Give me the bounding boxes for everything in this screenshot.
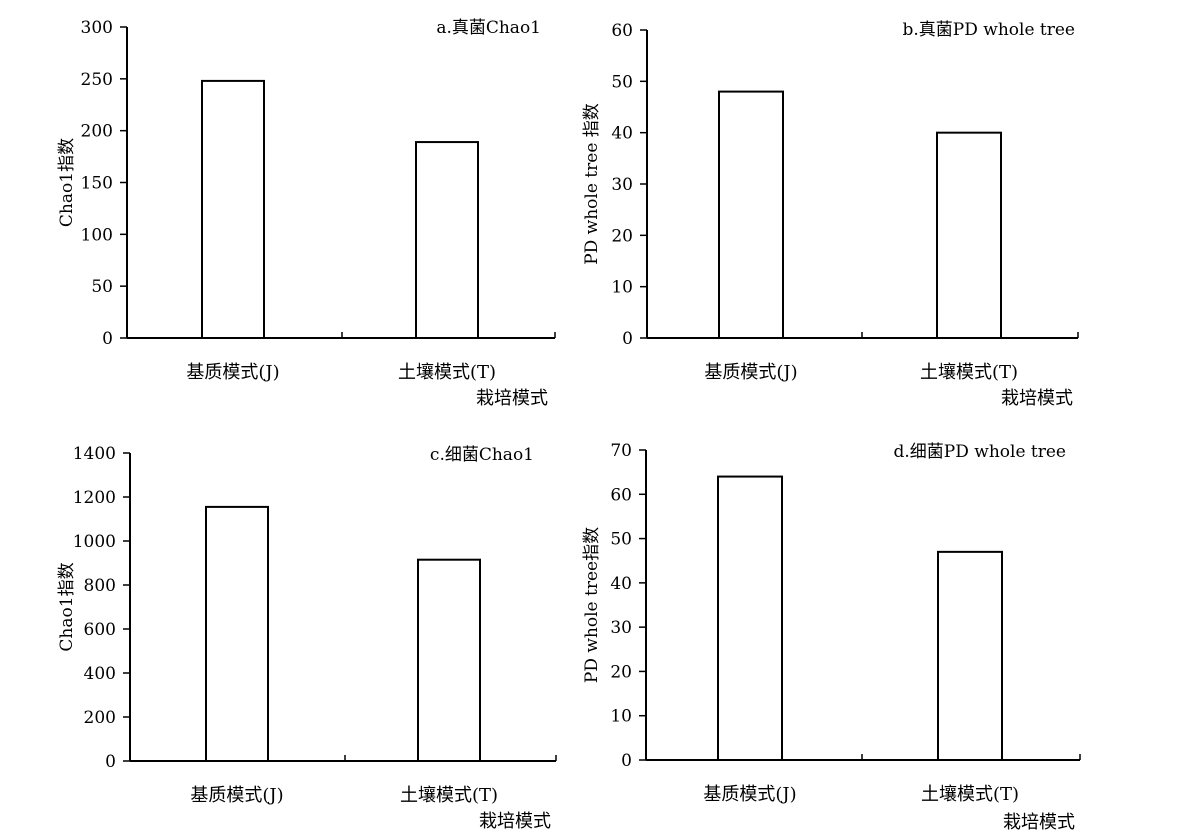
- x-axis-label: 栽培模式: [479, 811, 551, 832]
- y-axis-label: PD whole tree 指数: [582, 103, 602, 265]
- bar-0: [201, 79, 265, 339]
- bar-1: [936, 131, 1002, 339]
- y-tick-label: 1000: [73, 532, 116, 552]
- y-tick-label: 20: [610, 662, 632, 682]
- chart-title: d.细菌PD whole tree: [894, 442, 1066, 462]
- bar-0: [205, 505, 269, 762]
- y-tick-label: 60: [611, 21, 633, 41]
- x-tick-label: 基质模式(J): [704, 362, 797, 383]
- y-tick-label: 0: [622, 329, 633, 349]
- y-tick-label: 800: [84, 576, 116, 596]
- x-tick-label: 基质模式(J): [186, 362, 279, 383]
- x-axis-label: 栽培模式: [476, 388, 548, 409]
- x-tick-label: 基质模式(J): [703, 784, 796, 805]
- chart-panel-3: 0 10 20 30 40 50 60 70 基质模式(J) 土壤模式(T) 栽培模式 d.细菌PD …: [582, 441, 1081, 833]
- bar-0: [717, 475, 783, 761]
- y-tick-label: 50: [610, 530, 632, 550]
- y-axis-label: PD whole tree指数: [582, 527, 602, 683]
- y-tick-label: 400: [84, 664, 116, 684]
- y-tick-label: 30: [610, 618, 632, 638]
- y-tick-label: 70: [610, 441, 632, 461]
- x-tick-label: 土壤模式(T): [921, 784, 1019, 805]
- x-axis-label: 栽培模式: [1001, 388, 1073, 409]
- y-tick-label: 600: [84, 620, 116, 640]
- y-tick-label: 50: [91, 277, 113, 297]
- y-tick-label: 0: [102, 329, 113, 349]
- bar-1: [417, 558, 481, 763]
- x-tick-label: 基质模式(J): [190, 785, 283, 806]
- x-tick-label: 土壤模式(T): [400, 785, 498, 806]
- y-tick-label: 1200: [73, 488, 116, 508]
- y-tick-label: 300: [81, 18, 113, 38]
- y-tick-label: 10: [611, 278, 633, 298]
- y-tick-label: 50: [611, 72, 633, 92]
- chart-title: c.细菌Chao1: [430, 445, 534, 465]
- y-tick-label: 0: [105, 752, 116, 772]
- y-tick-label: 100: [81, 225, 113, 245]
- y-tick-label: 10: [610, 707, 632, 727]
- chart-panel-2: 0 200 400 600 800 1000 1200 1400 基质模式(J) 土壤模式(T) 栽…: [57, 444, 557, 832]
- x-axis-label: 栽培模式: [1003, 812, 1075, 833]
- x-tick-label: 土壤模式(T): [398, 362, 496, 383]
- y-tick-label: 40: [611, 124, 633, 144]
- chart-panel-0: 0 50 100 150 200 250 300 基质模式(J) 土壤模式(T) 栽培模式 a.真菌…: [57, 18, 556, 409]
- chart-title: b.真菌PD whole tree: [903, 20, 1075, 40]
- y-tick-label: 20: [611, 226, 633, 246]
- y-tick-label: 0: [621, 751, 632, 771]
- bar-1: [415, 141, 479, 339]
- x-tick-label: 土壤模式(T): [920, 362, 1018, 383]
- y-tick-label: 60: [610, 485, 632, 505]
- y-tick-label: 40: [610, 574, 632, 594]
- bar-0: [718, 90, 784, 339]
- bar-1: [937, 550, 1003, 761]
- chart-panel-1: 0 10 20 30 40 50 60 基质模式(J) 土壤模式(T) 栽培模式 b.真菌PD wh…: [582, 20, 1079, 409]
- y-axis-label: Chao1指数: [57, 562, 77, 651]
- y-tick-label: 30: [611, 175, 633, 195]
- y-tick-label: 150: [81, 174, 113, 194]
- chart-title: a.真菌Chao1: [436, 18, 541, 38]
- y-tick-label: 250: [81, 70, 113, 90]
- y-tick-label: 200: [81, 122, 113, 142]
- y-tick-label: 1400: [73, 444, 116, 464]
- y-axis-label: Chao1指数: [57, 138, 77, 227]
- y-tick-label: 200: [84, 708, 116, 728]
